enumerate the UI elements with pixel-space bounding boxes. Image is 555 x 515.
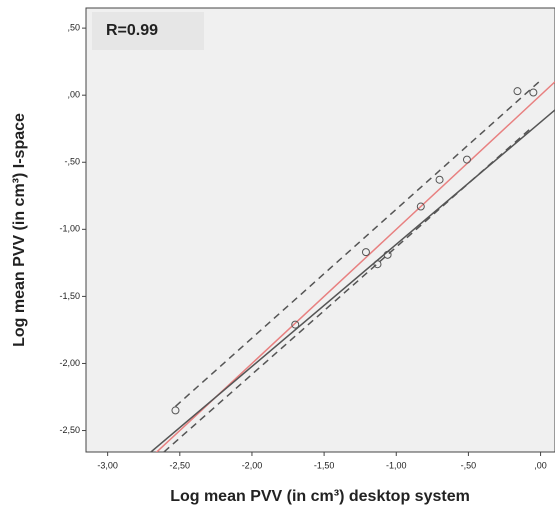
y-tick-label: -2,00 xyxy=(59,358,80,368)
y-tick-label: ,50 xyxy=(67,22,80,32)
annotation-box xyxy=(92,12,204,50)
annotation: R=0.99 xyxy=(106,22,158,39)
fit-line xyxy=(155,81,555,452)
x-tick-label: -,50 xyxy=(461,460,477,470)
fit-line xyxy=(163,126,533,452)
point xyxy=(513,87,522,96)
point xyxy=(171,406,180,415)
y-tick-label: -,50 xyxy=(64,157,80,167)
point xyxy=(291,320,300,329)
point xyxy=(529,88,538,97)
x-tick-label: -2,50 xyxy=(170,460,191,470)
point xyxy=(383,250,392,259)
point xyxy=(416,202,425,211)
y-tick-label: -2,50 xyxy=(59,425,80,435)
y-tick-label: ,00 xyxy=(67,90,80,100)
x-tick-label: -1,00 xyxy=(386,460,407,470)
x-tick-label: -1,50 xyxy=(314,460,335,470)
point xyxy=(361,248,370,257)
x-axis-title: Log mean PVV (in cm³) desktop system xyxy=(170,488,470,505)
x-tick-label: -2,00 xyxy=(242,460,263,470)
x-tick-label: ,00 xyxy=(534,460,547,470)
y-axis-title: Log mean PVV (in cm³) I-space xyxy=(11,113,28,347)
point xyxy=(435,175,444,184)
x-tick-label: -3,00 xyxy=(97,460,118,470)
point xyxy=(373,260,382,269)
plot-area xyxy=(85,7,555,453)
fit-line xyxy=(150,109,555,452)
fit-line xyxy=(174,79,542,407)
y-tick-label: -1,50 xyxy=(59,291,80,301)
point xyxy=(462,155,471,164)
plot-content xyxy=(150,79,555,452)
y-tick-label: -1,00 xyxy=(59,224,80,234)
